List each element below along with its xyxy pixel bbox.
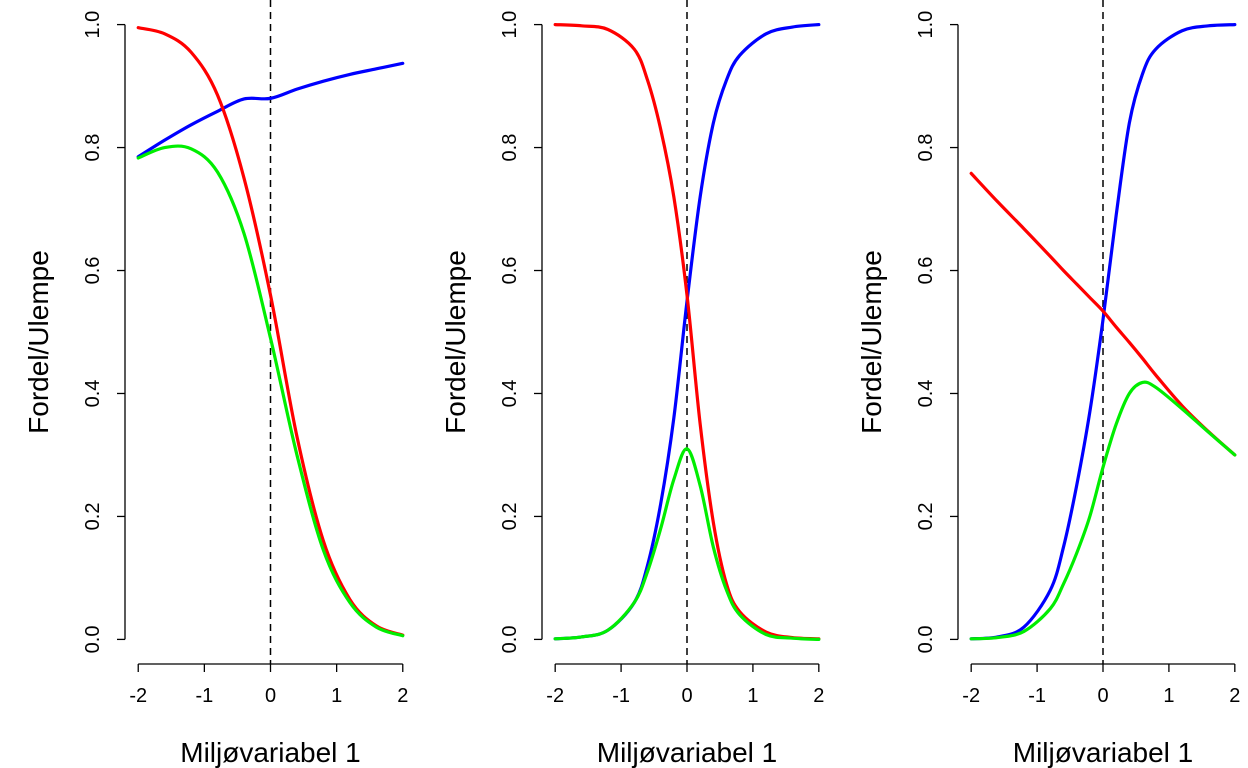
panel-1: 0.0 0.2 0.4 0.6 0.8 1.0 -2 -1 0 1 2 Miljøvariabel 1… [23, 0, 408, 768]
panel-2: 0.0 0.2 0.4 0.6 0.8 1.0 -2 -1 0 1 2 Miljøvariabel 1… [440, 0, 824, 768]
y-tick-label: 0.8 [82, 134, 104, 162]
y-axis-title: Fordel/Ulempe [23, 250, 54, 434]
y-tick-label: 0.4 [82, 380, 104, 408]
y-tick-label: 0.6 [499, 257, 521, 285]
series-line-2 [969, 171, 1237, 457]
x-tick-label: 0 [265, 685, 276, 707]
series-line-3 [553, 447, 821, 642]
x-tick-label: -1 [195, 685, 213, 707]
x-tick-label: 2 [813, 685, 824, 707]
y-tick-label: 0.4 [915, 380, 937, 408]
y-tick-label: 0.0 [915, 626, 937, 654]
x-tick-label: 1 [1163, 685, 1174, 707]
y-tick-label: 0.2 [915, 503, 937, 531]
x-axis-title: Miljøvariabel 1 [180, 737, 361, 768]
x-axis-title: Miljøvariabel 1 [597, 737, 778, 768]
x-axis-title: Miljøvariabel 1 [1013, 737, 1194, 768]
series-line-3 [136, 144, 405, 638]
y-tick-label: 1.0 [82, 11, 104, 39]
y-tick-label: 0.8 [499, 134, 521, 162]
y-tick-label: 0.4 [499, 380, 521, 408]
y-tick-label: 0.8 [915, 134, 937, 162]
y-tick-label: 0.0 [499, 626, 521, 654]
x-tick-label: 0 [1097, 685, 1108, 707]
x-tick-label: -1 [1028, 685, 1046, 707]
series-line-3 [969, 380, 1237, 641]
y-tick-label: 1.0 [915, 11, 937, 39]
y-tick-label: 0.6 [82, 257, 104, 285]
x-tick-label: -1 [612, 685, 630, 707]
y-axis-title: Fordel/Ulempe [856, 250, 887, 434]
x-tick-label: 2 [1229, 685, 1240, 707]
series-line-2 [136, 26, 405, 637]
panel-3: 0.0 0.2 0.4 0.6 0.8 1.0 -2 -1 0 1 2 Miljøvariabel 1… [856, 0, 1240, 768]
y-tick-label: 0.2 [499, 503, 521, 531]
y-tick-label: 0.2 [82, 503, 104, 531]
x-tick-label: 0 [681, 685, 692, 707]
series-line-1 [136, 61, 405, 159]
x-tick-label: -2 [962, 685, 980, 707]
y-axis-title: Fordel/Ulempe [440, 250, 471, 434]
series-line-2 [553, 22, 821, 641]
x-tick-label: 1 [747, 685, 758, 707]
y-tick-label: 1.0 [499, 11, 521, 39]
y-tick-label: 0.0 [82, 626, 104, 654]
series-line-1 [969, 22, 1237, 641]
y-tick-label: 0.6 [915, 257, 937, 285]
x-tick-label: 2 [397, 685, 408, 707]
x-tick-label: 1 [331, 685, 342, 707]
x-tick-label: -2 [129, 685, 147, 707]
x-tick-label: -2 [546, 685, 564, 707]
